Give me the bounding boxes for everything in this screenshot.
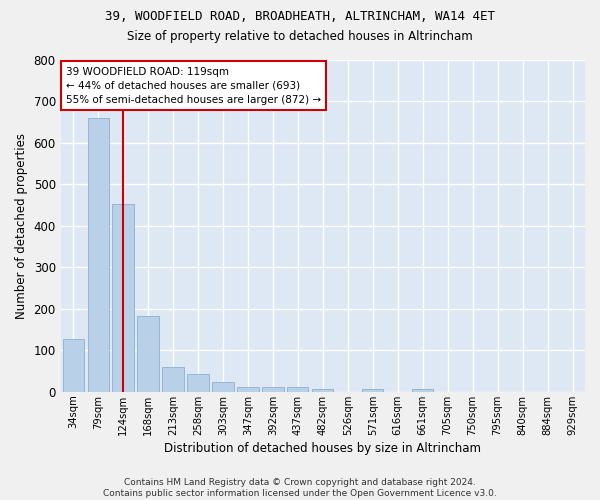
Bar [137, 316, 158, 392]
Bar [412, 388, 433, 392]
Bar [112, 204, 134, 392]
Text: 39, WOODFIELD ROAD, BROADHEATH, ALTRINCHAM, WA14 4ET: 39, WOODFIELD ROAD, BROADHEATH, ALTRINCH… [105, 10, 495, 23]
Bar [238, 386, 259, 392]
Bar [287, 388, 308, 392]
Bar [362, 388, 383, 392]
Bar [187, 374, 209, 392]
Bar [88, 118, 109, 392]
Bar [62, 339, 84, 392]
Bar [312, 388, 334, 392]
Bar [163, 367, 184, 392]
Y-axis label: Number of detached properties: Number of detached properties [15, 133, 28, 319]
Bar [262, 386, 284, 392]
Text: Contains HM Land Registry data © Crown copyright and database right 2024.
Contai: Contains HM Land Registry data © Crown c… [103, 478, 497, 498]
Text: Size of property relative to detached houses in Altrincham: Size of property relative to detached ho… [127, 30, 473, 43]
X-axis label: Distribution of detached houses by size in Altrincham: Distribution of detached houses by size … [164, 442, 481, 455]
Text: 39 WOODFIELD ROAD: 119sqm
← 44% of detached houses are smaller (693)
55% of semi: 39 WOODFIELD ROAD: 119sqm ← 44% of detac… [66, 66, 321, 104]
Bar [212, 382, 233, 392]
